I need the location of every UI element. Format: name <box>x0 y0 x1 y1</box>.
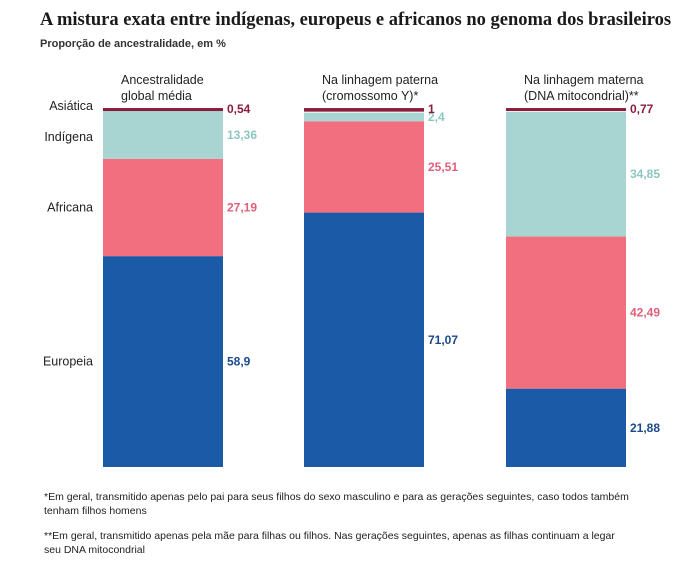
footnote-maternal: **Em geral, transmitido apenas pela mãe … <box>44 530 615 556</box>
bar-1-asiatica-segment <box>103 108 223 112</box>
bar-1-africana-value-label: 27,19 <box>227 200 257 214</box>
column-header-3-line-2: (DNA mitocondrial)** <box>524 89 639 103</box>
legend-label-indigena: Indígena <box>44 130 93 144</box>
bar-2-africana-value-label: 25,51 <box>428 160 458 174</box>
bar-3-asiatica-segment <box>506 108 626 112</box>
bar-3-asiatica-value-label: 0,77 <box>630 102 654 116</box>
bar-2-asiatica-segment <box>304 108 424 112</box>
bar-2-europeia-segment <box>304 212 424 467</box>
legend-label-europeia: Europeia <box>43 355 93 369</box>
bar-3-indigena-value-label: 34,85 <box>630 167 660 181</box>
bar-2-asiatica-value-label: 1 <box>428 102 435 116</box>
bar-3-africana-value-label: 42,49 <box>630 306 660 320</box>
chart-subtitle: Proporção de ancestralidade, em % <box>40 38 226 50</box>
bar-1-europeia-segment <box>103 256 223 467</box>
bar-3-europeia-value-label: 21,88 <box>630 421 660 435</box>
bar-3-africana-segment <box>506 236 626 389</box>
column-header-3-line-1: Na linhagem materna <box>524 73 644 87</box>
bar-2-indigena-value-label: 2,4 <box>428 110 445 124</box>
column-header-1-line-1: Ancestralidade <box>121 73 204 87</box>
bar-1-indigena-segment <box>103 110 223 159</box>
column-header-1-line-2: global média <box>121 89 192 103</box>
legend-label-asiatica: Asiática <box>49 99 93 113</box>
legend-label-africana: Africana <box>47 200 93 214</box>
bar-3-europeia-segment <box>506 388 626 467</box>
bar-1-indigena-value-label: 13,36 <box>227 128 257 142</box>
bar-2-europeia-value-label: 71,07 <box>428 333 458 347</box>
footnote-paternal: *Em geral, transmitido apenas pelo pai p… <box>44 491 629 517</box>
column-header-2-line-1: Na linhagem paterna <box>322 73 438 87</box>
chart-title: A mistura exata entre indígenas, europeu… <box>40 10 672 30</box>
stacked-bar-chart: 58,9 27,19 13,36 0,54 Ancestralidade global m… <box>43 73 660 467</box>
bar-2-indigena-segment <box>304 112 424 122</box>
bar-1-europeia-value-label: 58,9 <box>227 355 251 369</box>
column-header-2-line-2: (cromossomo Y)* <box>322 89 418 103</box>
bar-1-asiatica-value-label: 0,54 <box>227 102 251 116</box>
bar-1-africana-segment <box>103 158 223 257</box>
bar-3-indigena-segment <box>506 111 626 237</box>
bar-2-africana-segment <box>304 121 424 213</box>
